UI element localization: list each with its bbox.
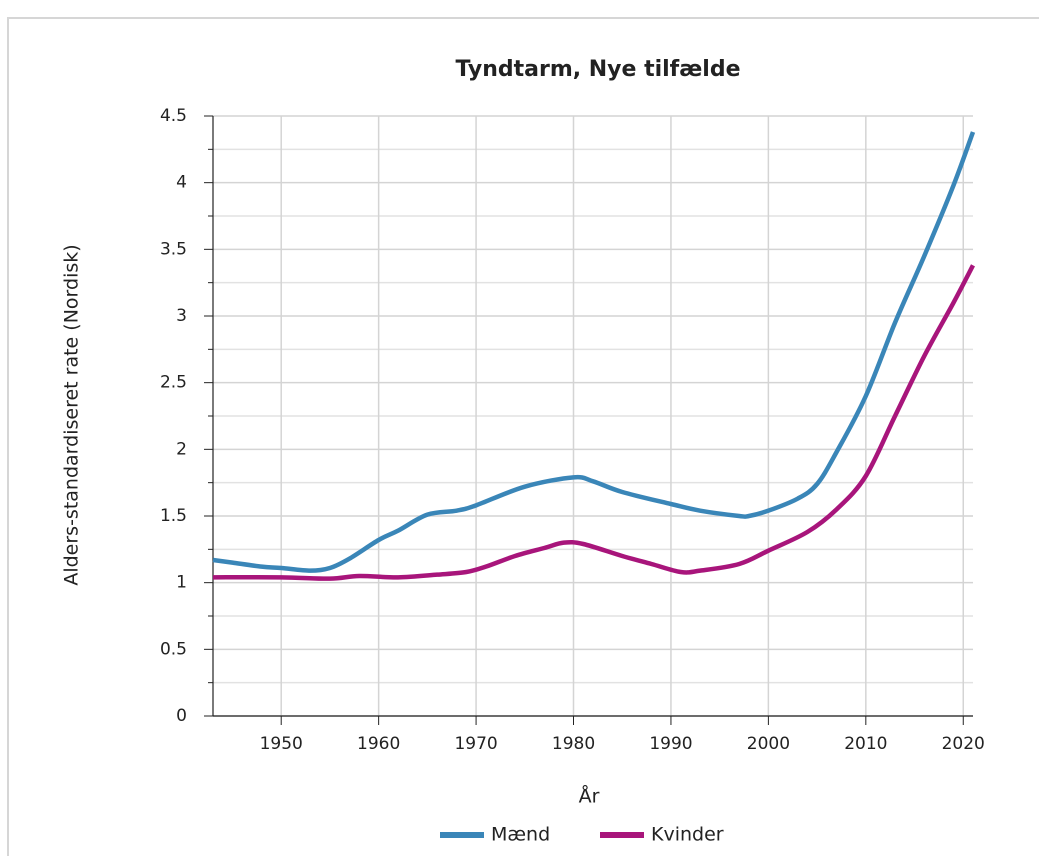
y-axis-label: Alders-standardiseret rate (Nordisk) (61, 244, 83, 585)
x-tick-label: 2020 (942, 734, 985, 754)
x-tick-label: 1960 (357, 734, 400, 754)
x-tick-label: 1950 (260, 734, 303, 754)
data-line (212, 264, 975, 581)
y-tick-label: 0 (176, 706, 187, 726)
x-tick-label: 2000 (747, 734, 790, 754)
x-axis-label: År (579, 785, 600, 808)
y-tick-label: 1.5 (160, 506, 187, 526)
y-tick-label: 1 (176, 573, 187, 593)
y-tick-label: 0.5 (160, 639, 187, 659)
y-tick-label: 2.5 (160, 373, 187, 393)
x-tick-label: 2010 (844, 734, 887, 754)
legend-label: Mænd (491, 824, 550, 846)
x-tick-label: 1980 (552, 734, 595, 754)
x-tick-label: 1990 (649, 734, 692, 754)
y-tick-label: 4.5 (160, 106, 187, 126)
y-tick-label: 3 (176, 306, 187, 326)
data-line (212, 131, 976, 573)
chart-frame (7, 17, 1039, 860)
legend-label: Kvinder (651, 824, 724, 846)
chart-title: Tyndtarm, Nye tilfælde (455, 57, 740, 82)
y-tick-label: 3.5 (160, 239, 187, 259)
y-tick-label: 2 (176, 439, 187, 459)
x-tick-label: 1970 (454, 734, 497, 754)
y-tick-label: 4 (176, 173, 187, 193)
